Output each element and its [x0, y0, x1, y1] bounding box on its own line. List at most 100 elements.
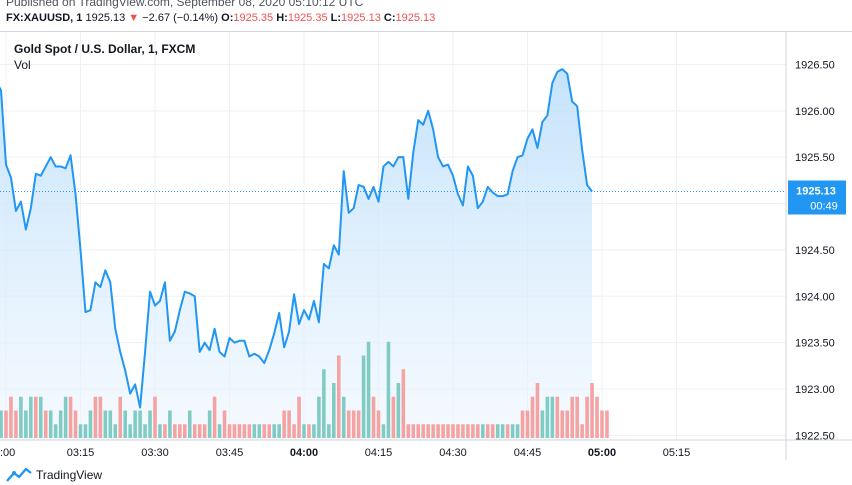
time-tick-label: 05:15	[663, 447, 691, 459]
chart-title: Gold Spot / U.S. Dollar, 1, FXCM	[14, 42, 196, 56]
volume-bar	[158, 424, 162, 438]
volume-bar	[83, 424, 88, 438]
volume-bar	[560, 410, 565, 438]
volume-bar	[391, 396, 396, 438]
volume-bar	[168, 410, 172, 438]
price-tick-label: 1924.50	[795, 245, 835, 257]
volume-bar	[297, 396, 301, 438]
last-price: 1925.13	[85, 12, 126, 24]
volume-bar	[282, 410, 286, 438]
volume-bar	[252, 424, 257, 438]
volume-bar	[446, 424, 450, 438]
volume-bar	[108, 410, 113, 438]
volume-bar	[4, 410, 8, 438]
price-change: −2.67 (−0.14%)	[142, 12, 219, 24]
time-tick-label: 03:15	[67, 447, 95, 459]
volume-bar	[68, 396, 73, 438]
volume-bar	[386, 341, 391, 438]
volume-bar	[302, 424, 306, 438]
volume-bar	[9, 396, 13, 438]
price-tick-label: 1924.00	[795, 291, 835, 303]
volume-bar	[207, 410, 212, 438]
volume-bar	[327, 424, 331, 438]
volume-bar	[600, 410, 604, 438]
volume-bar	[0, 410, 3, 438]
volume-bar	[421, 424, 425, 438]
volume-bar	[163, 424, 167, 438]
time-tick-label: 04:45	[514, 447, 542, 459]
volume-bar	[128, 424, 132, 438]
time-tick-label: :00	[0, 447, 15, 459]
time-tick-label: 04:00	[290, 447, 318, 459]
volume-bar	[227, 424, 232, 438]
volume-bar	[580, 424, 584, 438]
volume-bar	[436, 424, 440, 438]
volume-bar	[138, 410, 142, 438]
volume-bar	[78, 424, 83, 438]
volume-bar	[312, 424, 316, 438]
volume-bar	[530, 396, 535, 438]
price-tick-label: 1923.00	[795, 384, 835, 396]
volume-bar	[118, 396, 123, 438]
volume-bar	[183, 424, 187, 438]
volume-bar	[24, 410, 28, 438]
high-label: H:	[276, 12, 288, 24]
volume-bar	[317, 396, 321, 438]
volume-bar	[590, 383, 594, 438]
volume-bar	[426, 424, 430, 438]
volume-bar	[143, 424, 147, 438]
volume-bar	[605, 410, 609, 438]
volume-bar	[545, 396, 550, 438]
volume-bar	[376, 410, 381, 438]
volume-bar	[38, 396, 43, 438]
volume-bar	[505, 424, 510, 438]
volume-bar	[93, 396, 98, 438]
time-tick-label: 05:00	[588, 447, 616, 459]
countdown-label: 00:49	[810, 200, 838, 212]
volume-bar	[63, 396, 68, 438]
volume-bar	[515, 424, 520, 438]
volume-bar	[73, 410, 78, 438]
volume-bar	[202, 424, 207, 438]
volume-bar	[48, 410, 53, 438]
volume-bar	[287, 410, 291, 438]
volume-bar	[307, 424, 311, 438]
volume-bar	[485, 424, 490, 438]
close-label: C:	[383, 12, 396, 24]
volume-bar	[242, 424, 247, 438]
time-tick-label: 04:30	[439, 447, 467, 459]
time-tick-label: 03:30	[141, 447, 169, 459]
volume-bar	[336, 355, 341, 438]
volume-bar	[540, 410, 545, 438]
volume-bar	[222, 410, 227, 438]
open-label: O:	[221, 12, 234, 24]
footer-brand[interactable]: TradingView	[6, 466, 102, 484]
volume-bar	[401, 369, 406, 438]
volume-bar	[550, 396, 555, 438]
volume-bar	[58, 410, 63, 438]
volume-bar	[520, 410, 525, 438]
volume-bar	[565, 410, 570, 438]
volume-bar	[351, 410, 356, 438]
ohlc-header: FX:XAUUSD, 1 1925.13 ▼ −2.67 (−0.14%) O:…	[6, 12, 435, 24]
volume-bar	[346, 410, 351, 438]
current-price-label: 1925.13	[796, 185, 836, 197]
high-value: 1925.35	[287, 12, 328, 24]
volume-bar	[341, 396, 346, 438]
volume-bar	[237, 424, 242, 438]
volume-bar	[192, 424, 197, 438]
volume-bar	[98, 396, 103, 438]
volume-bar	[53, 424, 58, 438]
chart-frame[interactable]	[0, 31, 852, 462]
volume-label: Vol	[14, 58, 31, 72]
volume-bar	[461, 424, 465, 438]
volume-bar	[148, 410, 152, 438]
down-arrow-icon: ▼	[128, 12, 140, 24]
volume-bar	[471, 424, 475, 438]
volume-bar	[381, 424, 386, 438]
current-price-box	[788, 180, 846, 215]
price-area	[0, 69, 593, 440]
price-tick-label: 1925.50	[795, 152, 835, 164]
volume-bar	[232, 424, 237, 438]
